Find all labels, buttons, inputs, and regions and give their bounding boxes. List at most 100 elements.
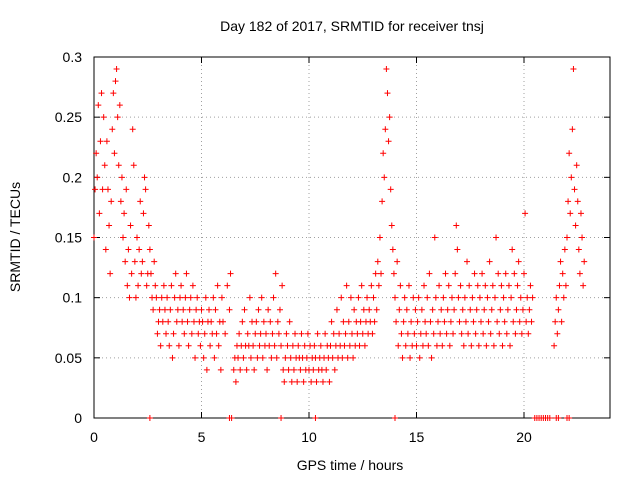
data-point bbox=[93, 150, 100, 157]
data-point bbox=[441, 318, 448, 325]
data-point bbox=[263, 330, 269, 337]
data-point bbox=[576, 270, 583, 277]
data-point bbox=[275, 330, 282, 337]
data-point bbox=[461, 294, 468, 301]
data-point bbox=[459, 306, 466, 313]
data-point bbox=[257, 330, 264, 337]
data-point bbox=[164, 294, 171, 301]
data-point bbox=[115, 162, 122, 169]
data-point bbox=[351, 306, 358, 313]
data-point bbox=[357, 318, 364, 325]
data-point bbox=[376, 234, 383, 241]
data-point bbox=[494, 318, 501, 325]
data-point bbox=[226, 306, 233, 313]
data-point bbox=[274, 318, 281, 325]
data-point bbox=[428, 354, 435, 361]
y-axis-label: SRMTID / TECUs bbox=[7, 182, 23, 292]
data-point bbox=[469, 294, 476, 301]
data-points bbox=[91, 66, 588, 421]
data-point bbox=[127, 222, 134, 229]
data-point bbox=[157, 342, 164, 349]
data-point bbox=[368, 282, 375, 289]
data-point bbox=[495, 270, 502, 277]
data-point bbox=[268, 354, 275, 361]
data-point bbox=[172, 270, 179, 277]
data-point bbox=[208, 318, 215, 325]
data-point bbox=[398, 330, 405, 337]
data-point bbox=[355, 294, 362, 301]
data-point bbox=[364, 294, 371, 301]
data-point bbox=[556, 282, 563, 289]
data-point bbox=[436, 282, 443, 289]
data-point bbox=[389, 246, 396, 253]
data-point bbox=[278, 342, 285, 349]
data-point bbox=[300, 378, 307, 385]
data-point bbox=[517, 294, 524, 301]
data-point bbox=[140, 210, 147, 217]
data-point bbox=[417, 330, 424, 337]
data-point bbox=[413, 342, 420, 349]
data-point bbox=[571, 186, 578, 193]
data-point bbox=[134, 234, 140, 241]
data-point bbox=[529, 294, 536, 301]
data-point bbox=[490, 342, 497, 349]
data-point bbox=[564, 234, 570, 241]
data-point bbox=[218, 294, 225, 301]
data-point bbox=[521, 270, 527, 277]
data-point bbox=[475, 342, 482, 349]
data-point bbox=[522, 210, 529, 217]
data-point bbox=[161, 306, 168, 313]
data-point bbox=[103, 138, 110, 145]
data-point bbox=[254, 354, 261, 361]
data-point bbox=[402, 342, 409, 349]
y-tick-labels: 0 0.05 0.1 0.15 0.2 0.25 0.3 bbox=[55, 49, 82, 426]
data-point bbox=[95, 102, 102, 109]
data-point bbox=[581, 258, 588, 265]
data-point bbox=[514, 282, 521, 289]
data-point bbox=[97, 138, 104, 145]
data-point bbox=[453, 222, 460, 229]
data-point bbox=[185, 342, 192, 349]
data-point bbox=[109, 126, 116, 133]
data-point bbox=[467, 306, 474, 313]
data-point bbox=[326, 378, 333, 385]
data-point bbox=[230, 366, 237, 373]
data-point bbox=[246, 294, 253, 301]
data-point bbox=[137, 198, 144, 205]
data-point bbox=[284, 342, 291, 349]
data-point bbox=[561, 246, 568, 253]
data-point bbox=[474, 282, 481, 289]
data-point bbox=[285, 366, 292, 373]
data-point bbox=[502, 270, 509, 277]
data-point bbox=[189, 282, 196, 289]
data-point bbox=[101, 162, 108, 169]
data-point bbox=[491, 294, 498, 301]
data-point bbox=[555, 306, 562, 313]
data-point bbox=[240, 354, 247, 361]
data-point bbox=[154, 330, 161, 337]
data-point bbox=[135, 282, 142, 289]
data-point bbox=[568, 174, 575, 181]
data-point bbox=[91, 234, 97, 241]
data-point bbox=[419, 342, 426, 349]
data-point bbox=[435, 318, 441, 325]
data-point bbox=[317, 342, 324, 349]
data-point bbox=[255, 306, 262, 313]
data-point bbox=[303, 354, 310, 361]
x-tick-label: 15 bbox=[409, 429, 425, 445]
data-point bbox=[487, 330, 494, 337]
data-point bbox=[212, 306, 219, 313]
data-point bbox=[503, 330, 510, 337]
data-point bbox=[330, 330, 337, 337]
data-point bbox=[488, 306, 495, 313]
data-point bbox=[138, 270, 145, 277]
data-point bbox=[272, 270, 279, 277]
data-point bbox=[397, 282, 404, 289]
data-point bbox=[479, 270, 486, 277]
data-point bbox=[319, 378, 326, 385]
data-point bbox=[186, 306, 193, 313]
data-point bbox=[276, 306, 283, 313]
data-point bbox=[294, 378, 301, 385]
data-point bbox=[464, 258, 471, 265]
